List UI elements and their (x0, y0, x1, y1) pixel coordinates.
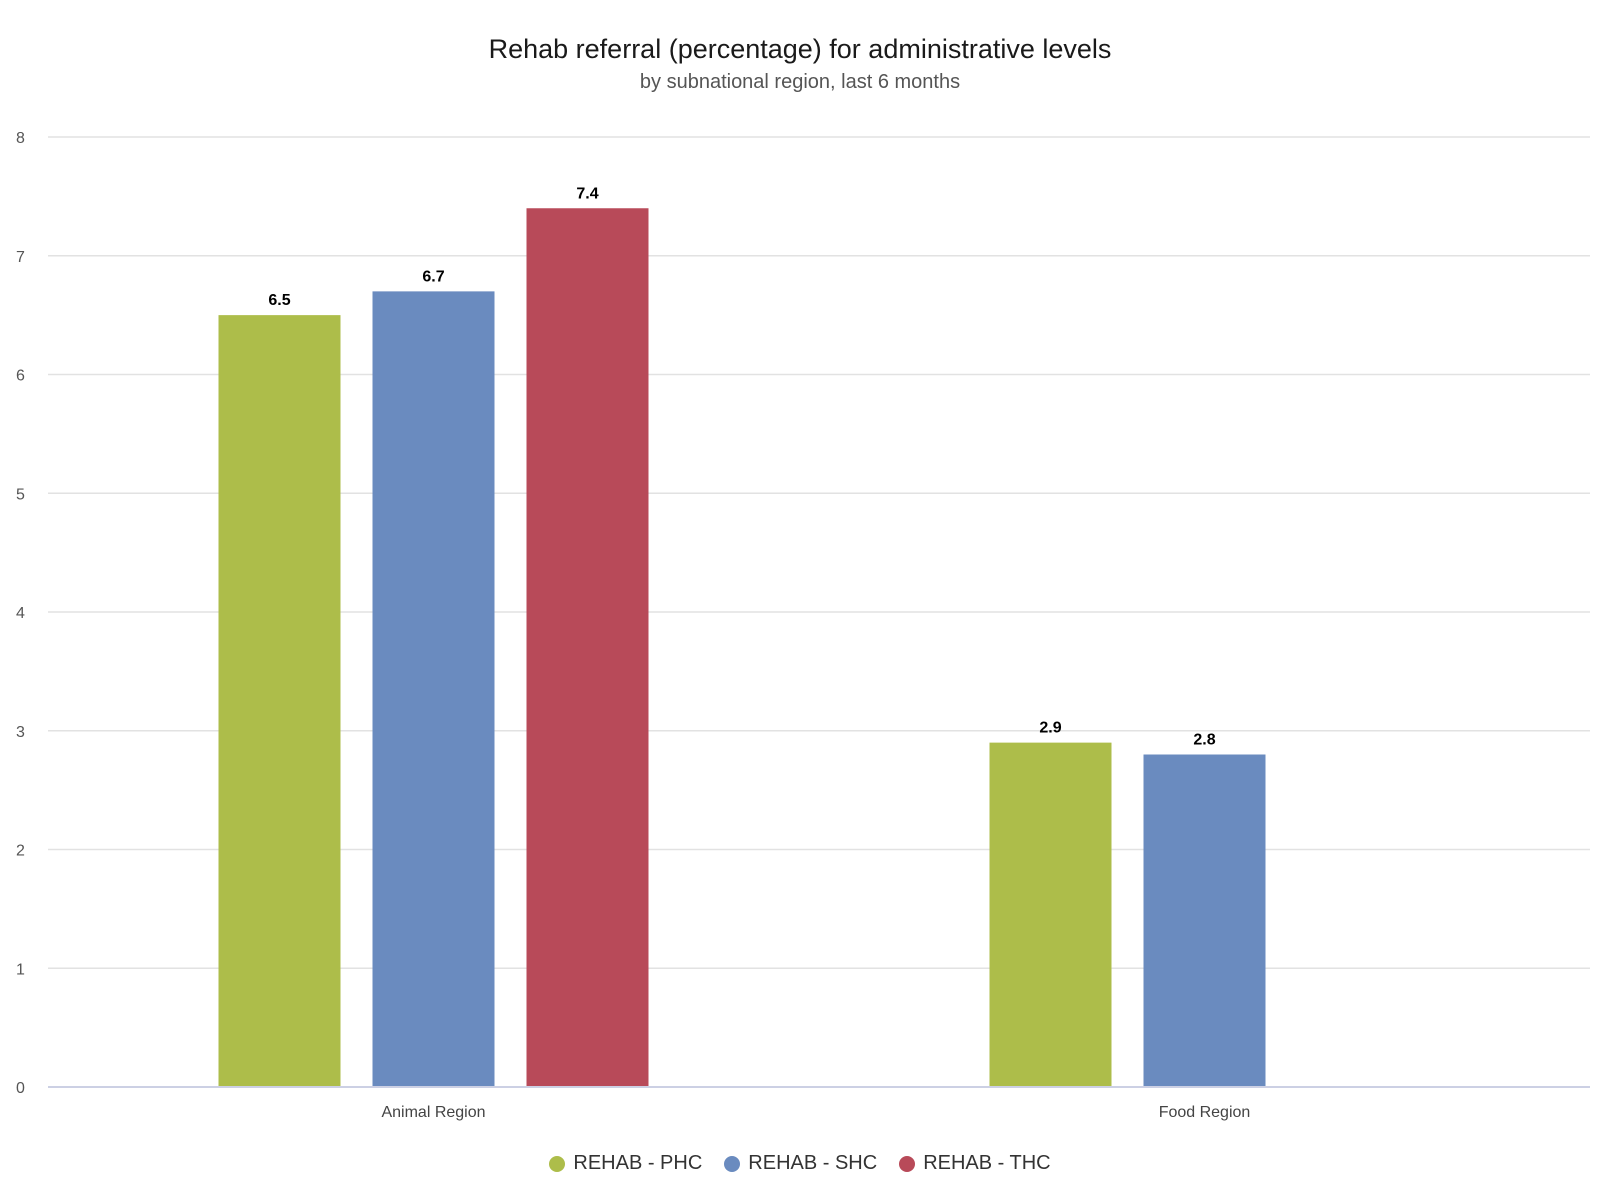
legend-item[interactable]: REHAB - SHC (724, 1152, 877, 1175)
legend-label: REHAB - SHC (748, 1152, 878, 1174)
y-tick-label: 2 (16, 843, 25, 860)
data-labels: 6.5 6.7 7.4 2.9 2.8 (268, 185, 1215, 748)
y-tick-label: 6 (16, 368, 25, 385)
chart-title: Rehab referral (percentage) for administ… (488, 34, 1112, 64)
legend-item[interactable]: REHAB - PHC (549, 1152, 702, 1175)
bars (218, 208, 1266, 1088)
bar[interactable] (372, 291, 495, 1087)
y-tick-label: 5 (16, 486, 25, 503)
legend-item[interactable]: REHAB - THC (899, 1152, 1051, 1175)
legend: REHAB - PHC REHAB - SHC REHAB - THC (0, 1152, 1600, 1175)
y-tick-label: 7 (16, 249, 25, 266)
y-tick-label: 8 (16, 130, 25, 147)
x-tick-label: Animal Region (381, 1104, 485, 1121)
y-tick-label: 1 (16, 961, 25, 978)
y-tick-label: 4 (16, 605, 25, 622)
legend-label: REHAB - PHC (573, 1152, 703, 1174)
bar[interactable] (1143, 754, 1266, 1088)
bar[interactable] (526, 208, 649, 1087)
y-tick-label: 3 (16, 724, 25, 741)
bar[interactable] (218, 315, 341, 1087)
x-tick-label: Food Region (1159, 1104, 1251, 1121)
y-tick-label: 0 (16, 1080, 25, 1097)
y-axis-ticks: 0 1 2 3 4 5 6 7 8 (16, 130, 25, 1097)
data-label: 2.9 (1039, 720, 1061, 737)
data-label: 7.4 (576, 185, 598, 202)
legend-swatch (549, 1155, 566, 1172)
legend-swatch (724, 1155, 741, 1172)
data-label: 6.5 (268, 292, 290, 309)
data-label: 2.8 (1193, 732, 1215, 749)
legend-swatch (899, 1155, 916, 1172)
legend-label: REHAB - THC (923, 1152, 1051, 1174)
chart-subtitle: by subnational region, last 6 months (639, 71, 961, 93)
x-axis-ticks: Animal Region Food Region (381, 1104, 1250, 1121)
bar[interactable] (989, 742, 1112, 1087)
data-label: 6.7 (422, 268, 444, 285)
